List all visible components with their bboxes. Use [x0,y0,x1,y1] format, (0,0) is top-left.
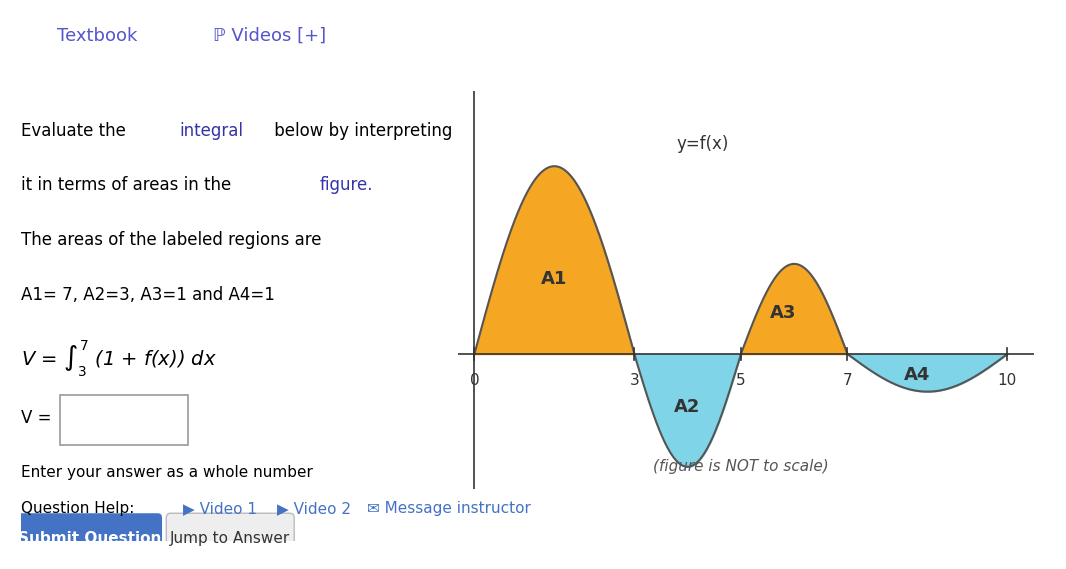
Text: ▶ Video 1: ▶ Video 1 [183,501,257,516]
Text: figure.: figure. [320,176,373,195]
Text: Textbook: Textbook [58,27,138,44]
Text: it in terms of areas in the: it in terms of areas in the [21,176,237,195]
Text: The areas of the labeled regions are: The areas of the labeled regions are [21,231,322,249]
Text: 10: 10 [998,373,1017,388]
Text: A3: A3 [771,304,796,321]
Text: Enter your answer as a whole number: Enter your answer as a whole number [21,465,313,480]
Text: Jump to Answer: Jump to Answer [171,531,290,546]
Text: V =: V = [21,409,52,427]
FancyBboxPatch shape [166,513,294,563]
Text: y=f(x): y=f(x) [677,135,729,152]
Text: ℙ Videos [+]: ℙ Videos [+] [213,27,326,44]
Text: Question Help:: Question Help: [21,501,140,516]
Text: V = $\int_3^7$ (1 + f(x)) dx: V = $\int_3^7$ (1 + f(x)) dx [21,339,217,378]
Text: A2: A2 [675,398,700,416]
Text: below by interpreting: below by interpreting [269,122,452,140]
Text: Evaluate the: Evaluate the [21,122,131,140]
Text: A1= 7, A2=3, A3=1 and A4=1: A1= 7, A2=3, A3=1 and A4=1 [21,286,275,304]
Text: 7: 7 [842,373,853,388]
Text: ✉ Message instructor: ✉ Message instructor [367,501,531,516]
Text: integral: integral [179,122,243,140]
Text: 0: 0 [469,373,480,388]
FancyBboxPatch shape [60,395,188,445]
Text: ▶ Video 2: ▶ Video 2 [277,501,351,516]
Text: 5: 5 [736,373,746,388]
Text: (figure is NOT to scale): (figure is NOT to scale) [653,459,828,475]
Text: 3: 3 [629,373,640,388]
Text: A4: A4 [904,366,930,384]
Text: Submit Question: Submit Question [18,531,161,546]
FancyBboxPatch shape [17,513,162,563]
Text: A1: A1 [542,270,567,288]
